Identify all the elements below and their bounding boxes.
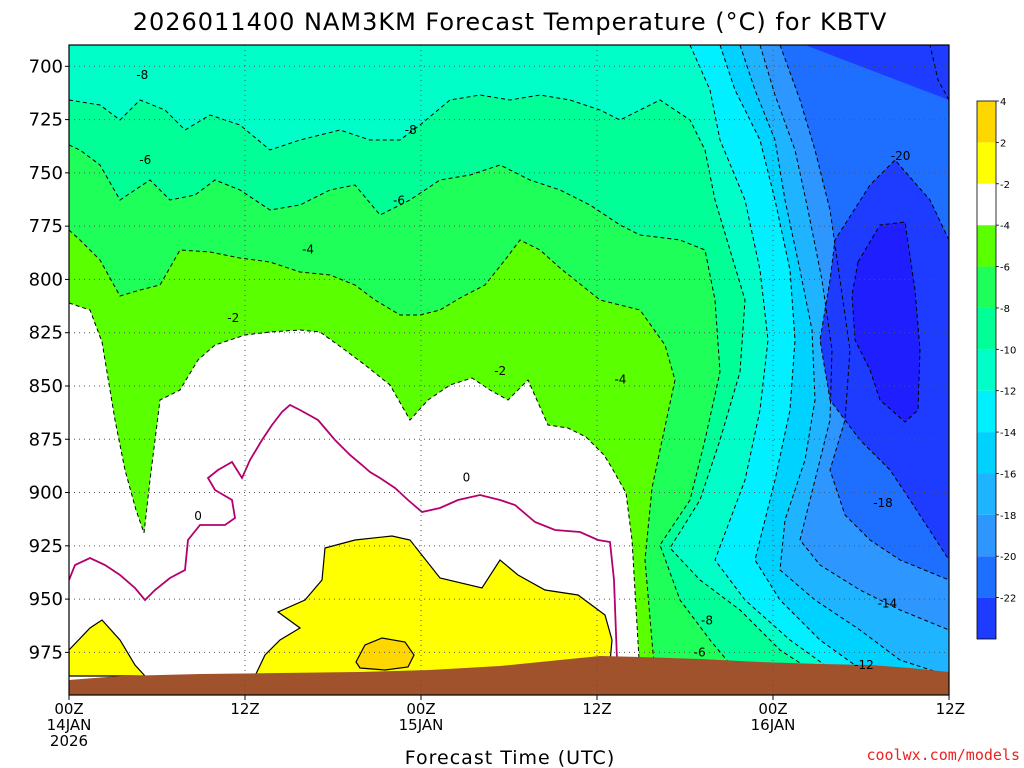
isotherm-minus8 [69, 94, 821, 677]
y-tick-label: 700 [29, 56, 63, 77]
x-tick-label: 12Z [936, 700, 965, 718]
chart-title: 2026011400 NAM3KM Forecast Temperature (… [133, 8, 888, 36]
colorbar-swatch [977, 597, 996, 639]
x-axis-label: Forecast Time (UTC) [405, 747, 615, 768]
colorbar-label: -18 [1000, 511, 1016, 522]
x-tick-label: 14JAN [47, 716, 92, 734]
x-tick-label: 15JAN [399, 716, 444, 734]
colorbar-label: 4 [1000, 97, 1006, 108]
x-tick-label: 00Z [758, 700, 787, 718]
band-coldest [852, 222, 920, 422]
y-tick-label: 750 [29, 163, 63, 184]
colorbar-label: -20 [1000, 552, 1016, 563]
isotherm-lines [69, 45, 949, 677]
plot-frame [68, 44, 950, 696]
colorbar-frame [976, 100, 997, 640]
isotherm-minus12 [719, 45, 871, 677]
colorbar-label: -6 [1000, 263, 1010, 274]
contour-label: -6 [139, 153, 151, 167]
contour-label: -14 [878, 596, 898, 610]
colorbar-swatch [977, 183, 996, 226]
contour-label: -18 [873, 496, 893, 510]
contour-label: 0 [194, 509, 202, 523]
y-tick-label: 925 [29, 536, 63, 557]
y-tick-label: 800 [29, 269, 63, 290]
colorbar: -22-20-18-16-14-12-10-8-6-4-224 [976, 97, 1016, 640]
band-gold [355, 637, 415, 671]
contour-label: -2 [227, 311, 239, 325]
x-tick-label: 12Z [582, 700, 611, 718]
colorbar-label: -2 [1000, 180, 1010, 191]
colorbar-swatch [977, 307, 996, 350]
colorbar-swatch [977, 390, 996, 433]
isotherm-minus20-east [929, 45, 949, 101]
x-tick-label: 12Z [230, 700, 259, 718]
contour-label: -6 [694, 645, 706, 659]
isotherm-minus20 [819, 159, 949, 561]
colorbar-swatch [977, 225, 996, 267]
contour-label: -4 [614, 373, 626, 387]
y-tick-label: 875 [29, 429, 63, 450]
contour-label: -20 [891, 149, 911, 163]
contour-label: -6 [393, 194, 405, 208]
colorbar-label: -10 [1000, 345, 1016, 356]
contour-label: -8 [136, 68, 148, 82]
isotherm-minus14 [739, 45, 949, 677]
colorbar-label: -12 [1000, 387, 1016, 398]
isotherm-minus6 [69, 144, 741, 677]
colorbar-swatch [977, 473, 996, 515]
colorbar-swatch [977, 432, 996, 474]
y-axis: 700 725 750 775 800 825 850 875 900 925 950 975 [29, 56, 69, 663]
plot-area: -8 -6 -8 -6 -4 -2 -2 -4 0 0 -20 -18 -14 -8 -6 -12 [69, 45, 949, 695]
y-tick-label: 725 [29, 110, 63, 131]
x-tick-label: 16JAN [751, 716, 796, 734]
colorbar-label: 2 [1000, 138, 1006, 149]
y-tick-label: 850 [29, 376, 63, 397]
colorbar-swatch [977, 556, 996, 598]
colorbar-swatch [977, 101, 996, 143]
terrain [69, 656, 949, 695]
isotherm-zero [69, 403, 618, 661]
colorbar-swatch [977, 514, 996, 557]
isotherm-minus18 [779, 45, 949, 581]
contour-label: -4 [302, 243, 314, 257]
contour-label: -2 [494, 364, 506, 378]
contour-label: 0 [463, 471, 471, 485]
contour-label: -12 [854, 658, 874, 672]
colorbar-label: -22 [1000, 594, 1016, 605]
y-tick-label: 975 [29, 642, 63, 663]
colorbar-swatch [977, 142, 996, 184]
x-tick-label: 00Z [54, 700, 83, 718]
y-tick-label: 900 [29, 483, 63, 504]
x-tick-label: 2026 [50, 732, 88, 750]
colorbar-label: -14 [1000, 428, 1016, 439]
contour-label: -8 [701, 613, 713, 627]
y-tick-label: 950 [29, 589, 63, 610]
colorbar-swatch [977, 266, 996, 308]
y-tick-label: 775 [29, 216, 63, 237]
colorbar-label: -4 [1000, 221, 1010, 232]
x-tick-label: 00Z [406, 700, 435, 718]
grid-lines [69, 45, 949, 695]
colorbar-swatch [977, 349, 996, 391]
band-m6-m8 [69, 45, 949, 676]
colorbar-label: -16 [1000, 469, 1016, 480]
isotherm-minus10 [689, 45, 841, 677]
y-tick-label: 825 [29, 323, 63, 344]
isotherm-minus2 [69, 302, 641, 677]
contour-labels: -8 -6 -8 -6 -4 -2 -2 -4 0 0 -20 -18 -14 -8 -6 -12 [136, 68, 910, 672]
credit-link[interactable]: coolwx.com/models [866, 746, 1020, 764]
contour-label: -8 [405, 123, 417, 137]
colorbar-label: -8 [1000, 304, 1010, 315]
